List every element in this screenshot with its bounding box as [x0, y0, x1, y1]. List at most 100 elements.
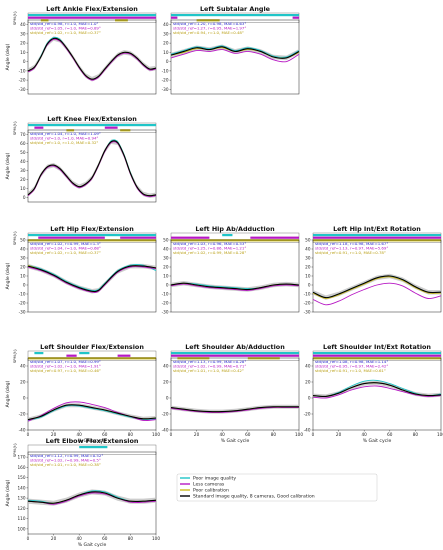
stat-line: std/std_ref=1.02, r=0.99, MAE=0.28°: [173, 250, 246, 255]
series-line-1: [170, 45, 300, 58]
stat-line: std/std_ref=0.94, r=1.0, MAE=0.48°: [173, 30, 244, 35]
y-tick-label: 0: [166, 59, 169, 64]
panel-title: Left Shoulder Int/Ext Rotation: [323, 343, 431, 351]
reference-variability-band: [313, 380, 441, 399]
panel-7: Left Shoulder Flex/Extension SPM{t} -40 -20…: [5, 343, 160, 444]
y-tick-label: -30: [304, 310, 311, 315]
series-line-4: [170, 46, 300, 59]
x-tick-label: 80: [413, 432, 419, 437]
x-tick-label: 20: [51, 432, 57, 437]
stat-line: std/std_ref=1.01, r=1.0, MAE=0.38°: [30, 462, 101, 467]
reference-variability-band: [313, 273, 441, 300]
y-tick-label: 150: [18, 475, 26, 480]
y-tick-label: -30: [162, 87, 169, 92]
series-line-2: [27, 38, 157, 81]
spm-bar-frame: [27, 350, 157, 361]
y-tick-label: 0: [23, 195, 26, 200]
x-tick-label: 80: [128, 536, 134, 541]
y-tick-label: 0: [23, 59, 26, 64]
spm-significance-bar: [40, 19, 49, 22]
stat-line: std/std_ref=1.13, r=0.99, MAE=0.28°: [173, 359, 246, 364]
series-line-4: [170, 282, 300, 291]
y-tick-label: 0: [308, 283, 311, 288]
plot-frame: [27, 19, 157, 95]
spm-significance-bar: [171, 236, 210, 239]
stat-line: std/std_ref=1.02, r=1.0, MAE=1.91°: [30, 364, 101, 369]
x-tick-label: 20: [194, 432, 200, 437]
series-line-4: [312, 275, 442, 299]
x-tick-label: 80: [128, 432, 134, 437]
y-axis-label: Angle (deg): [5, 152, 11, 179]
series-line-2: [312, 385, 442, 399]
plot-frame: [27, 357, 157, 431]
series-line-2: [27, 266, 157, 293]
y-tick-label: 160: [18, 465, 26, 470]
x-tick-label: 100: [295, 432, 303, 437]
x-tick-label: 0: [27, 432, 30, 437]
spm-significance-bar: [313, 234, 441, 237]
y-tick-label: 0: [166, 283, 169, 288]
x-tick-label: 40: [77, 432, 83, 437]
y-tick-label: 10: [20, 50, 26, 55]
y-tick-label: 10: [305, 274, 311, 279]
stat-line: std/std_ref=1.02, r=0.99, MAE=0.71°: [173, 364, 246, 369]
y-tick-label: 40: [163, 364, 169, 369]
spm-significance-bar: [120, 129, 131, 132]
y-tick-label: 40: [163, 247, 169, 252]
stat-line: std/std_ref=1.02, r=0.99, MAE=0.5°: [30, 458, 101, 463]
y-tick-label: -40: [162, 428, 169, 433]
y-tick-label: 20: [163, 380, 169, 385]
y-tick-label: 130: [18, 496, 26, 501]
spm-significance-bar: [313, 354, 441, 357]
y-tick-label: 40: [20, 247, 26, 252]
spm-label: SPM{t}: [12, 349, 17, 363]
spm-significance-bar: [171, 354, 299, 357]
spm-bar-frame: [27, 122, 157, 133]
stat-line: std/std_ref=1.04, r=1.0, MAE=1.09°: [30, 131, 101, 136]
y-tick-label: -20: [19, 301, 26, 306]
panel-title: Left Subtalar Angle: [200, 5, 271, 13]
y-axis-label: Angle (deg): [5, 43, 11, 70]
panel-4: Left Hip Flex/Extension SPM{t} -30 -20 -10 0 1…: [5, 225, 157, 315]
legend-item-label: Standard image quality, 8 cameras, Good …: [193, 494, 315, 500]
spm-significance-bar: [34, 352, 44, 355]
spm-label: SPM{t}: [12, 11, 17, 25]
y-tick-label: -30: [19, 310, 26, 315]
y-tick-label: 0: [23, 396, 26, 401]
spm-significance-bar: [313, 352, 441, 355]
stat-line: std/std_ref=1.20, r=0.98, MAE=0.63°: [173, 21, 246, 26]
reference-variability-band: [171, 404, 299, 414]
stat-line: std/std_ref=0.95, r=0.97, MAE=2.42°: [315, 364, 388, 369]
panel-title: Left Ankle Flex/Extension: [46, 5, 138, 13]
y-tick-label: 140: [18, 485, 26, 490]
panel-title: Left Shoulder Flex/Extension: [40, 343, 144, 351]
series-line-4: [170, 406, 299, 413]
x-tick-label: 20: [51, 536, 57, 541]
stat-line: std/std_ref=0.97, r=1.0, MAE=0.46°: [30, 368, 101, 373]
spm-significance-bar: [171, 352, 299, 355]
y-tick-label: 120: [18, 506, 26, 511]
series-line-4: [27, 265, 157, 293]
y-tick-label: 0: [166, 396, 169, 401]
y-tick-label: 40: [20, 364, 26, 369]
spm-significance-bar: [66, 354, 77, 357]
stat-line: std/std_ref=1.25, r=0.86, MAE=1.21°: [173, 246, 246, 251]
y-tick-label: 20: [20, 177, 26, 182]
y-tick-label: 0: [308, 396, 311, 401]
x-tick-label: 40: [220, 432, 226, 437]
y-tick-label: 50: [305, 238, 311, 243]
y-tick-label: 50: [20, 238, 26, 243]
y-tick-label: -10: [162, 292, 169, 297]
y-axis-label: Angle (deg): [5, 380, 11, 407]
y-tick-label: 40: [163, 22, 169, 27]
spm-significance-bar: [196, 19, 220, 22]
spm-label: SPM{t}: [12, 443, 17, 457]
x-tick-label: 60: [245, 432, 251, 437]
panel-title: Left Hip Int/Ext Rotation: [333, 225, 421, 233]
series-line-3: [312, 276, 442, 299]
y-tick-label: 20: [20, 41, 26, 46]
spm-significance-bar: [28, 234, 156, 237]
panel-title: Left Hip Flex/Extension: [50, 225, 134, 233]
y-tick-label: 0: [23, 283, 26, 288]
